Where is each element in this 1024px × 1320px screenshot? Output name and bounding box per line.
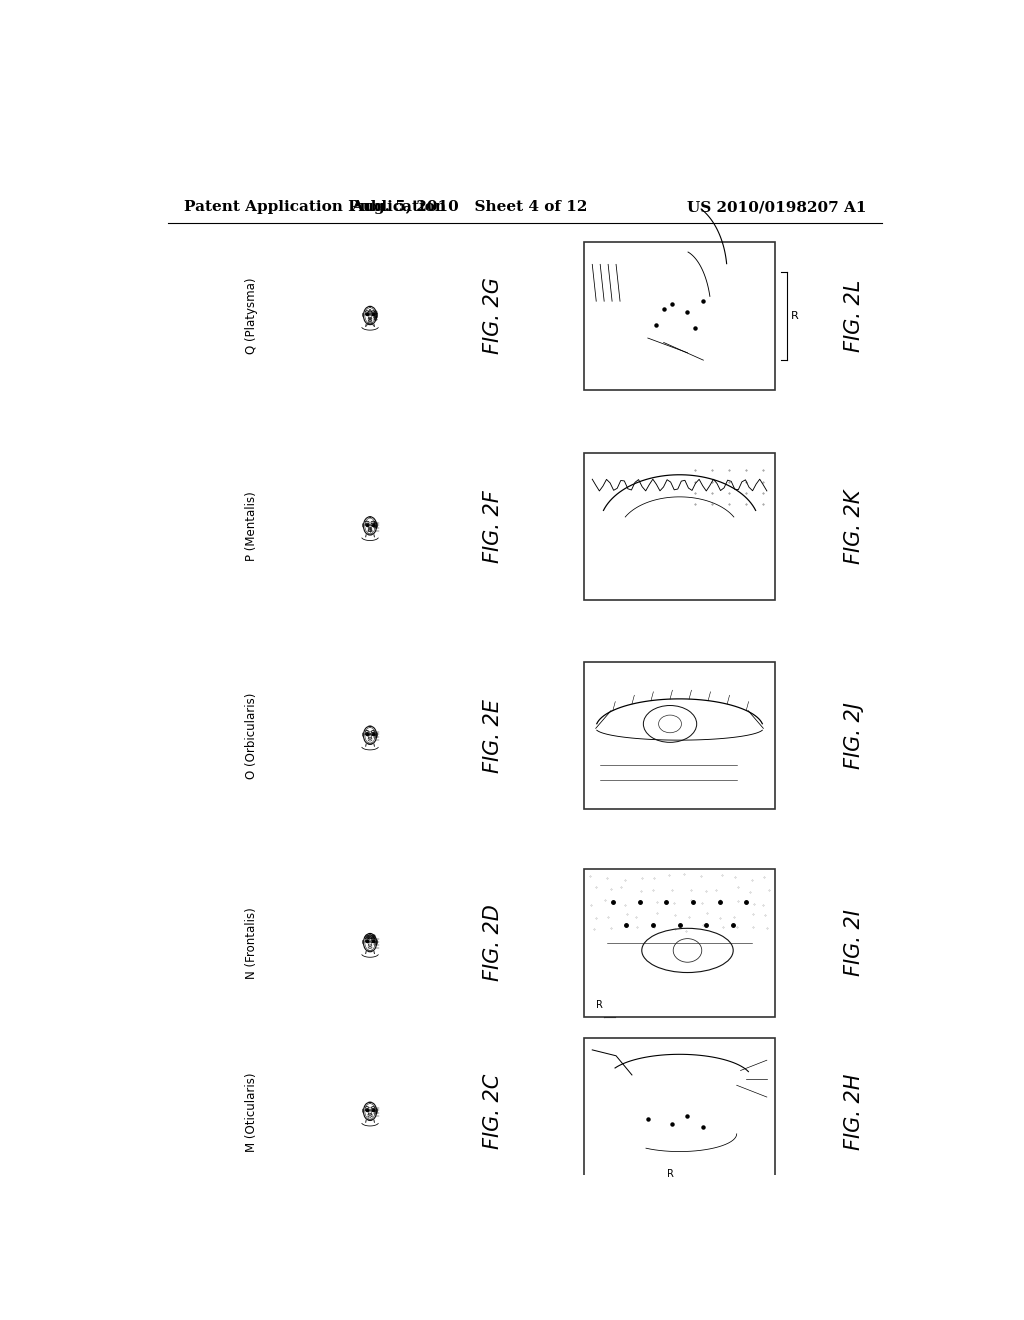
Text: US 2010/0198207 A1: US 2010/0198207 A1 — [686, 201, 866, 214]
Text: FIG. 2F: FIG. 2F — [483, 490, 503, 562]
Text: Patent Application Publication: Patent Application Publication — [183, 201, 445, 214]
Text: R: R — [667, 1168, 674, 1179]
Text: FIG. 2G: FIG. 2G — [483, 277, 503, 354]
Text: Aug. 5, 2010   Sheet 4 of 12: Aug. 5, 2010 Sheet 4 of 12 — [351, 201, 588, 214]
Text: FIG. 2H: FIG. 2H — [844, 1073, 864, 1150]
Text: FIG. 2E: FIG. 2E — [483, 698, 503, 772]
Text: R: R — [596, 1001, 603, 1010]
Bar — [585, 663, 775, 809]
Text: FIG. 2L: FIG. 2L — [844, 280, 864, 352]
Text: Q (Platysma): Q (Platysma) — [245, 277, 257, 354]
Text: N (Frontalis): N (Frontalis) — [245, 907, 257, 979]
Text: FIG. 2I: FIG. 2I — [844, 909, 864, 977]
Text: FIG. 2D: FIG. 2D — [483, 904, 503, 982]
Bar — [585, 870, 775, 1016]
Text: M (Oticularis): M (Oticularis) — [245, 1072, 257, 1151]
Text: P (Mentalis): P (Mentalis) — [245, 491, 257, 561]
Text: FIG. 2J: FIG. 2J — [844, 702, 864, 770]
Text: O (Orbicularis): O (Orbicularis) — [245, 693, 257, 779]
Text: FIG. 2C: FIG. 2C — [483, 1074, 503, 1150]
Bar — [585, 1038, 775, 1185]
Text: FIG. 2K: FIG. 2K — [844, 490, 864, 564]
Text: R: R — [791, 312, 799, 321]
Bar — [585, 243, 775, 389]
Bar — [585, 453, 775, 601]
